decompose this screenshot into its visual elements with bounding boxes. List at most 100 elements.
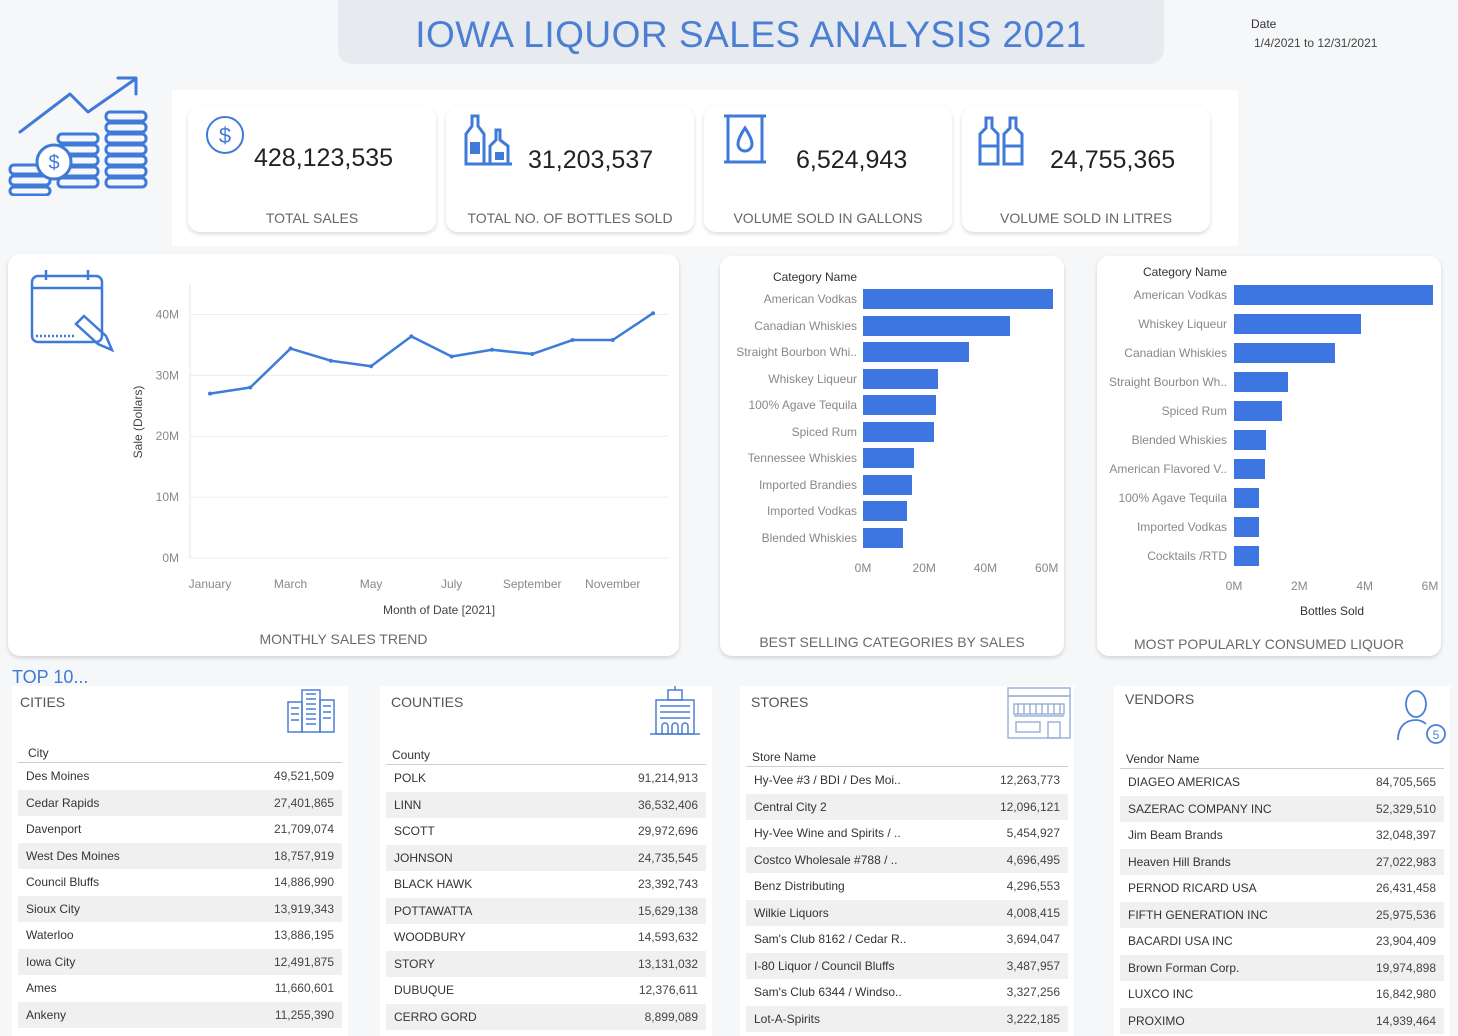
category-label: 100% Agave Tequila — [748, 398, 857, 412]
table-row[interactable]: Sioux City 13,919,343 — [18, 895, 342, 922]
category-bar[interactable] — [863, 342, 969, 362]
table-column-header[interactable]: Store Name — [752, 750, 817, 764]
svg-text:$: $ — [219, 123, 231, 148]
sales-data-point[interactable] — [208, 391, 212, 396]
table-row[interactable]: I-80 Liquor / Council Bluffs 3,487,957 — [746, 952, 1068, 979]
table-row[interactable]: Iowa City 12,491,875 — [18, 948, 342, 975]
sales-data-point[interactable] — [409, 334, 414, 339]
table-row[interactable]: STORY 13,131,032 — [386, 950, 706, 977]
row-name: Sam's Club 6344 / Windso.. — [754, 985, 902, 999]
table-row[interactable]: Davenport 21,709,074 — [18, 816, 342, 842]
table-row[interactable]: West Des Moines 18,757,919 — [18, 842, 342, 869]
table-row[interactable]: DUBUQUE 12,376,611 — [386, 977, 706, 1003]
x-tick-label: September — [503, 577, 562, 591]
table-row[interactable]: Jim Beam Brands 32,048,397 — [1120, 822, 1444, 848]
sales-series-line[interactable] — [209, 312, 654, 395]
row-value: 4,296,553 — [1006, 879, 1060, 893]
category-bar[interactable] — [1234, 546, 1259, 566]
table-row[interactable]: CERRO GORD 8,899,089 — [386, 1003, 706, 1030]
table-row[interactable]: Brown Forman Corp. 19,974,898 — [1120, 954, 1444, 981]
category-bar[interactable] — [1234, 401, 1283, 421]
table-row[interactable]: LINN 36,532,406 — [386, 791, 706, 818]
table-row[interactable]: Benz Distributing 4,296,553 — [746, 873, 1068, 899]
table-row[interactable]: Sam's Club 6344 / Windso.. 3,327,256 — [746, 979, 1068, 1005]
table-row[interactable]: Lot-A-Spirits 3,222,185 — [746, 1005, 1068, 1032]
table-row[interactable]: Sam's Club 8162 / Cedar R.. 3,694,047 — [746, 926, 1068, 952]
table-row[interactable]: Hy-Vee Wine and Spirits / .. 5,454,927 — [746, 820, 1068, 846]
table-row[interactable]: SCOTT 29,972,696 — [386, 818, 706, 844]
table-row[interactable]: Wilkie Liquors 4,008,415 — [746, 899, 1068, 926]
sales-data-point[interactable] — [248, 385, 253, 390]
table-row[interactable]: PROXIMO 14,939,464 — [1120, 1007, 1444, 1034]
sales-data-point[interactable] — [288, 346, 293, 351]
category-label: Tennessee Whiskies — [747, 451, 857, 465]
row-name: SCOTT — [394, 824, 435, 838]
category-bar[interactable] — [1234, 517, 1260, 537]
category-bar[interactable] — [1234, 285, 1434, 305]
category-bar[interactable] — [863, 421, 935, 442]
sales-data-point[interactable] — [489, 347, 494, 352]
x-tick-label: 20M — [912, 561, 936, 575]
sales-data-point[interactable] — [610, 338, 615, 343]
table-row[interactable]: LUXCO INC 16,842,980 — [1120, 981, 1444, 1007]
table-row[interactable]: BACARDI USA INC 23,904,409 — [1120, 928, 1444, 954]
date-filter-value[interactable]: 1/4/2021 to 12/31/2021 — [1254, 36, 1378, 50]
table-row[interactable]: PERNOD RICARD USA 26,431,458 — [1120, 875, 1444, 901]
category-bar[interactable] — [863, 448, 914, 468]
table-column-header[interactable]: County — [392, 748, 431, 762]
category-bar[interactable] — [863, 289, 1053, 309]
table-row[interactable]: POTTAWATTA 15,629,138 — [386, 897, 706, 924]
sales-data-point[interactable] — [449, 354, 454, 359]
category-bar[interactable] — [1234, 459, 1266, 479]
row-value: 18,757,919 — [273, 848, 334, 863]
sales-data-point[interactable] — [651, 311, 655, 316]
table-column-header[interactable]: City — [28, 746, 49, 760]
table-column-header[interactable]: Vendor Name — [1126, 752, 1200, 766]
sales-data-point[interactable] — [530, 352, 535, 357]
x-tick-label: March — [274, 577, 307, 591]
table-row[interactable]: FIFTH GENERATION INC 25,975,536 — [1120, 901, 1444, 928]
row-value: 11,660,601 — [274, 981, 334, 995]
category-bar[interactable] — [863, 474, 912, 495]
table-row[interactable]: BLACK HAWK 23,392,743 — [386, 871, 706, 897]
table-row[interactable]: WOODBURY 14,593,632 — [386, 924, 706, 950]
x-tick-label: 40M — [973, 561, 998, 575]
category-bar[interactable] — [1234, 430, 1266, 450]
table-row[interactable]: SAZERAC COMPANY INC 52,329,510 — [1120, 795, 1444, 822]
row-value: 29,972,696 — [637, 824, 698, 838]
date-filter-label: Date — [1251, 17, 1277, 31]
table-row[interactable]: POLK 91,214,913 — [386, 765, 706, 791]
sales-data-point[interactable] — [369, 364, 374, 369]
table-row[interactable]: JOHNSON 24,735,545 — [386, 844, 706, 871]
category-bar[interactable] — [1234, 488, 1260, 508]
table-row[interactable]: Heaven Hill Brands 27,022,983 — [1120, 848, 1444, 875]
category-bar[interactable] — [863, 368, 938, 389]
table-row[interactable]: Ankeny 11,255,390 — [18, 1001, 342, 1028]
row-name: LINN — [394, 797, 422, 812]
table-row[interactable]: Cedar Rapids 27,401,865 — [18, 789, 342, 816]
svg-text:$: $ — [48, 152, 59, 174]
row-value: 4,696,495 — [1006, 852, 1060, 867]
barrel-icon — [724, 114, 766, 164]
category-label: Imported Vodkas — [766, 504, 857, 518]
category-bar[interactable] — [863, 527, 903, 548]
table-row[interactable]: Ames 11,660,601 — [18, 975, 342, 1001]
table-row[interactable]: Waterloo 13,886,195 — [18, 922, 342, 948]
table-row[interactable]: Des Moines 49,521,509 — [18, 763, 342, 789]
category-bar[interactable] — [1234, 314, 1362, 334]
row-value: 32,048,397 — [1375, 828, 1436, 842]
monthly-sales-trend-card: 0M 10M 20M 30M 40M January March May July Septemb… — [8, 254, 679, 656]
table-row[interactable]: Council Bluffs 14,886,990 — [18, 869, 342, 895]
store-icon — [1007, 687, 1071, 739]
table-row[interactable]: Costco Wholesale #788 / .. 4,696,495 — [746, 846, 1068, 873]
sales-data-point[interactable] — [328, 358, 333, 363]
sales-data-point[interactable] — [570, 338, 575, 343]
table-row[interactable]: DIAGEO AMERICAS 84,705,565 — [1120, 769, 1444, 795]
category-bar[interactable] — [863, 395, 937, 415]
category-bar[interactable] — [1234, 343, 1336, 363]
category-bar[interactable] — [863, 501, 907, 521]
category-bar[interactable] — [1234, 372, 1289, 392]
table-row[interactable]: Hy-Vee #3 / BDI / Des Moi.. 12,263,773 — [746, 767, 1068, 793]
table-row[interactable]: Central City 2 12,096,121 — [746, 793, 1068, 820]
category-bar[interactable] — [863, 315, 1010, 336]
